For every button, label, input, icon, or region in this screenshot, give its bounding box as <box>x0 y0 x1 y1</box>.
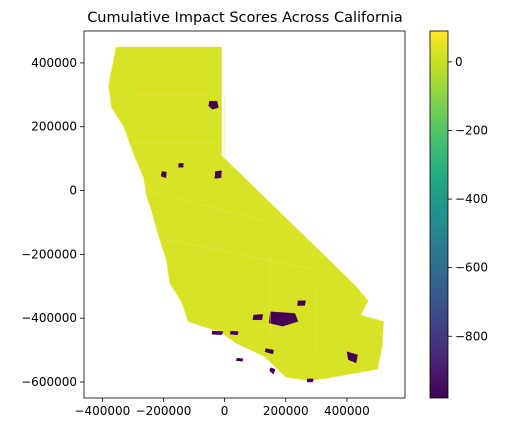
colorbar-tick-label: −600 <box>455 261 488 275</box>
y-tick-label: −600000 <box>21 375 77 389</box>
x-tick-label: −400000 <box>74 404 130 418</box>
colorbar-tick-label: 0 <box>455 55 463 69</box>
map-regions <box>108 46 384 383</box>
region-palm-springs-cluster <box>346 351 358 364</box>
colorbar-axis: 0 −200 −400 −600 −800 <box>448 55 488 343</box>
colorbar <box>429 30 449 399</box>
region-sacramento-valley-cluster <box>160 171 167 179</box>
region-ventura-cluster <box>252 314 264 320</box>
y-tick-label: 400000 <box>31 56 77 70</box>
y-tick-label: −400000 <box>21 311 77 325</box>
chart-title: Cumulative Impact Scores Across Californ… <box>87 10 403 26</box>
region-san-bernardino-cluster <box>297 300 306 306</box>
y-axis: 400000 200000 0 −200000 −400000 −600000 <box>21 56 84 389</box>
region-yuba-cluster <box>178 163 184 168</box>
x-axis: −400000 −200000 0 200000 400000 <box>74 398 370 418</box>
boundary-line <box>148 190 271 223</box>
region-shasta-cluster <box>208 100 219 110</box>
region-plumas-cluster <box>214 170 222 179</box>
region-channel-islands-west <box>211 330 224 336</box>
y-tick-label: 0 <box>69 184 77 198</box>
region-catalina-island <box>264 348 274 355</box>
x-tick-label: 200000 <box>263 404 309 418</box>
region-channel-islands-east <box>229 330 239 336</box>
x-tick-label: 0 <box>221 404 229 418</box>
y-tick-label: −200000 <box>21 247 77 261</box>
colorbar-tick-label: −800 <box>455 329 488 343</box>
x-tick-label: −200000 <box>136 404 192 418</box>
colorbar-tick-label: −400 <box>455 192 488 206</box>
colorbar-tick-label: −200 <box>455 123 488 137</box>
boundary-line <box>163 238 317 271</box>
region-state-outline <box>108 46 384 381</box>
plot-frame <box>83 30 406 399</box>
x-tick-label: 400000 <box>324 404 370 418</box>
region-san-nicolas-island <box>235 357 244 362</box>
region-los-angeles-cluster <box>268 311 299 327</box>
region-imperial-cluster <box>307 378 314 383</box>
region-san-clemente-island <box>269 367 276 375</box>
y-tick-label: 200000 <box>31 120 77 134</box>
